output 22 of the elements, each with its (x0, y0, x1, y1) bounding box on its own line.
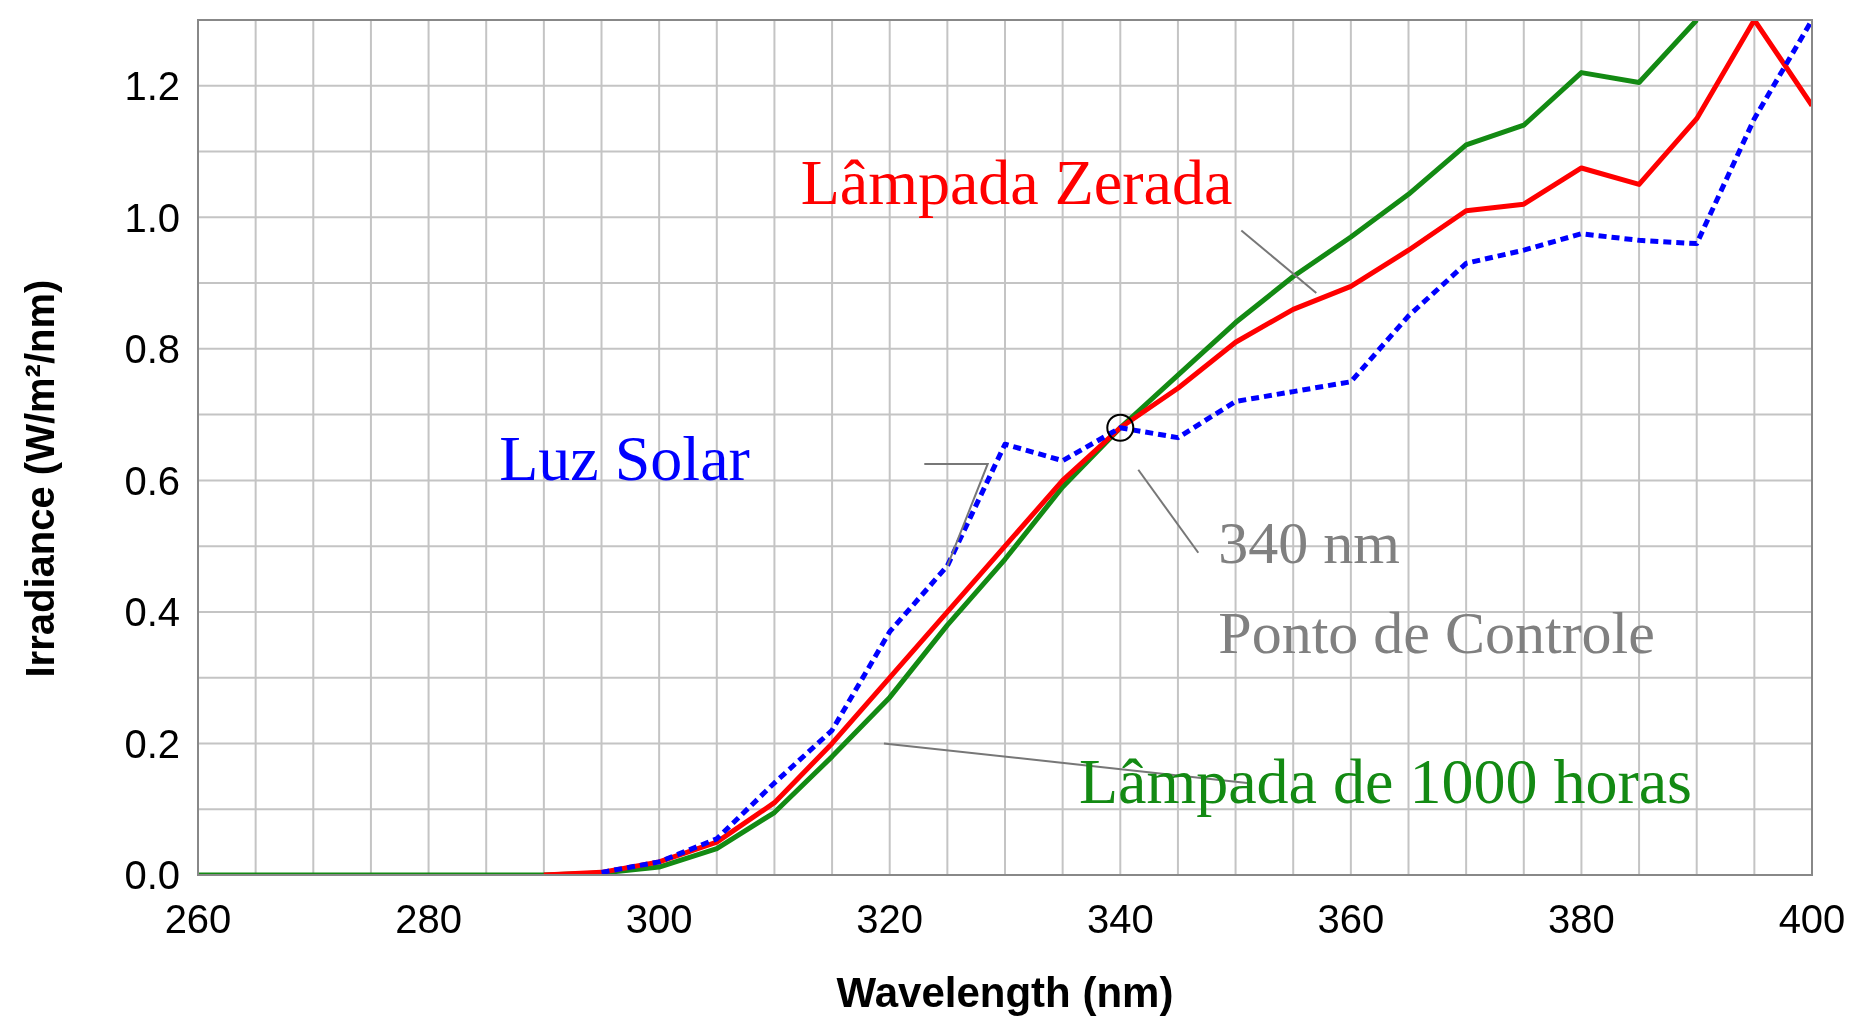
text: Luz Solar (499, 423, 750, 495)
text: Lâmpada de 1000 horas (1078, 745, 1693, 817)
x-tick-label: 300 (625, 897, 693, 942)
annotation: Ponto de Controle (1218, 599, 1655, 666)
x-tick-label: 380 (1548, 897, 1615, 942)
y-tick-label: 0.6 (124, 458, 180, 503)
y-axis-title: Irradiance (W/m²/nm) (18, 279, 63, 678)
series-label: Lâmpada Zerada (800, 147, 1233, 219)
y-tick-label: 1.0 (124, 195, 180, 240)
y-tick-label: 0.0 (124, 853, 180, 898)
y-tick-label: 0.4 (124, 590, 180, 635)
x-tick-label: 320 (856, 897, 924, 942)
x-tick-label: 260 (164, 897, 232, 942)
annotation: 340 nm (1218, 509, 1400, 576)
x-axis-title: Wavelength (nm) (836, 969, 1174, 1016)
x-tick-label: 360 (1317, 897, 1385, 942)
x-tick-label: 340 (1086, 897, 1154, 942)
x-tick-label: 280 (395, 897, 462, 942)
y-tick-label: 1.2 (124, 63, 180, 108)
y-tick-label: 0.8 (124, 327, 180, 372)
x-tick-label: 400 (1778, 897, 1846, 942)
y-tick-label: 0.2 (124, 721, 180, 766)
